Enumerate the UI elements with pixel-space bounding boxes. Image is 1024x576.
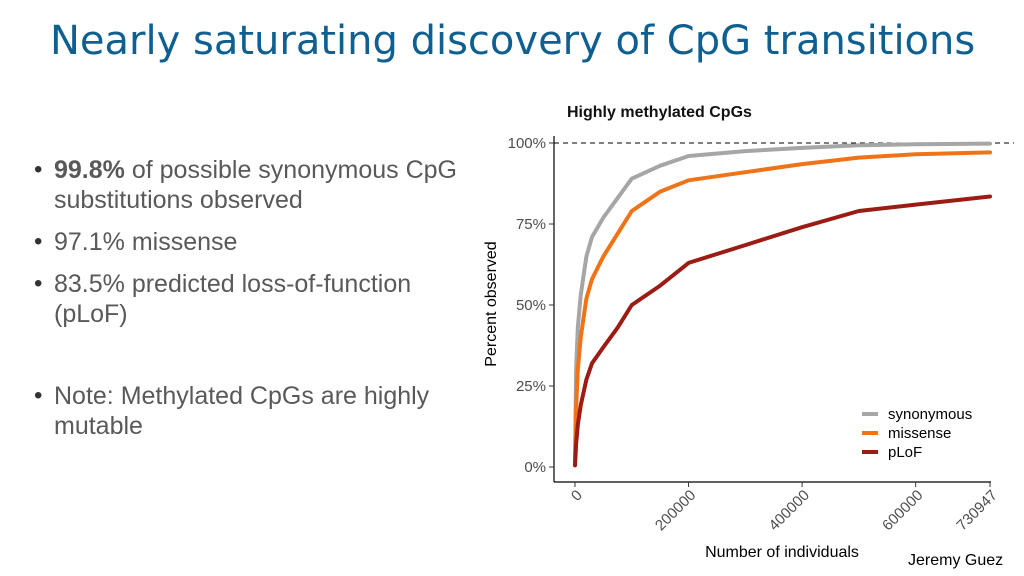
bullet-text: of possible synonymous CpG substitutions… xyxy=(54,156,457,214)
author-credit: Jeremy Guez xyxy=(908,552,1004,569)
bullet-plof: 83.5% predicted loss-of-function (pLoF) xyxy=(34,269,474,329)
y-tick-label: 0% xyxy=(524,459,546,476)
x-tick-label: 400000 xyxy=(766,487,813,534)
bullet-text: 83.5% predicted loss-of-function (pLoF) xyxy=(54,270,412,328)
series-line-plof xyxy=(573,194,992,468)
bullet-bold-value: 99.8% xyxy=(54,156,125,184)
legend-label: synonymous xyxy=(888,406,972,423)
bullet-list: 99.8% of possible synonymous CpG substit… xyxy=(34,155,474,441)
chart-title: Highly methylated CpGs xyxy=(567,104,752,121)
bullet-text: 97.1% missense xyxy=(54,228,238,256)
bullet-missense: 97.1% missense xyxy=(34,227,474,257)
bullet-synonymous: 99.8% of possible synonymous CpG substit… xyxy=(34,155,474,215)
x-axis-label: Number of individuals xyxy=(705,544,859,561)
line-chart: 0% 25% 50% 75% 100% 0 200000 400000 600000 730947… xyxy=(483,135,1014,561)
bullet-text: Note: Methylated CpGs are highly mutable xyxy=(54,382,430,440)
series-line-synonymous xyxy=(573,141,992,466)
chart-series xyxy=(554,141,1014,468)
y-tick-label: 25% xyxy=(516,378,546,395)
x-tick-label: 0 xyxy=(568,487,586,505)
legend-label: pLoF xyxy=(888,444,922,461)
series-line-missense xyxy=(573,150,992,466)
y-tick-label: 100% xyxy=(508,135,546,152)
x-tick-label: 730947 xyxy=(953,487,1000,534)
x-tick-label: 600000 xyxy=(879,487,926,534)
slide-title: Nearly saturating discovery of CpG trans… xyxy=(50,18,976,64)
y-tick-label: 75% xyxy=(516,216,546,233)
y-tick-label: 50% xyxy=(516,297,546,314)
legend-label: missense xyxy=(888,425,951,442)
y-axis-label: Percent observed xyxy=(483,241,500,366)
bullet-note: Note: Methylated CpGs are highly mutable xyxy=(34,381,474,441)
chart-legend: synonymous missense pLoF xyxy=(862,406,972,461)
x-tick-label: 200000 xyxy=(652,487,699,534)
